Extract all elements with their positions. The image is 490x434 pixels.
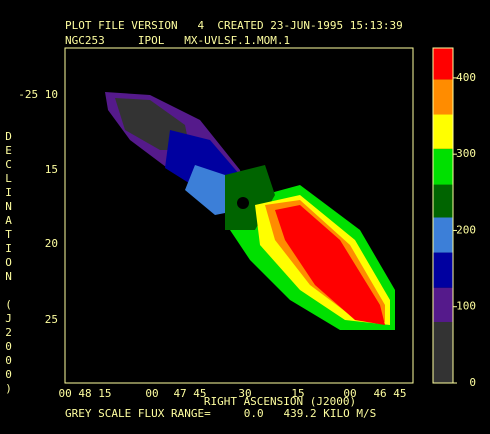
colorbar-segment xyxy=(433,79,453,115)
x-tick-label: 00 xyxy=(145,387,158,400)
nucleus xyxy=(237,197,249,209)
colorbar-frame xyxy=(432,47,454,384)
chart-subtitle: NGC253 IPOL MX-UVLSF.1.MOM.1 xyxy=(65,34,290,47)
x-tick-label: 47 45 xyxy=(173,387,206,400)
x-axis-label: RIGHT ASCENSION (J2000) xyxy=(204,395,356,408)
colorbar-segment xyxy=(433,252,453,288)
colorbar-tick-label: 300 xyxy=(456,147,476,160)
colorbar-segment xyxy=(433,217,453,253)
y-tick-label: 15 xyxy=(45,163,58,176)
colorbar-tick-label: 100 xyxy=(456,300,476,313)
x-tick-label: 30 xyxy=(238,387,251,400)
colorbar-tick-label: 200 xyxy=(456,223,476,236)
y-tick-label: -25 10 xyxy=(18,88,58,101)
x-tick-label: 00 48 15 xyxy=(59,387,112,400)
x-tick-label: 00 xyxy=(343,387,356,400)
chart-title: PLOT FILE VERSION 4 CREATED 23-JUN-1995 … xyxy=(65,19,403,32)
colorbar-segment xyxy=(433,148,453,185)
x-tick-label: 15 xyxy=(291,387,304,400)
y-tick-label: 25 xyxy=(45,313,58,326)
colorbar-segment xyxy=(433,287,453,322)
colorbar-segment xyxy=(433,48,453,80)
galaxy-image xyxy=(105,92,395,330)
y-axis-label: DECLINATION (J2000) xyxy=(2,130,15,396)
colorbar-tick-label: 400 xyxy=(456,71,476,84)
colorbar-segment xyxy=(433,114,453,149)
plot-frame xyxy=(64,47,414,384)
colorbar-segment xyxy=(433,184,453,218)
footer: GREY SCALE FLUX RANGE= 0.0 439.2 KILO M/… xyxy=(65,407,376,420)
region xyxy=(275,205,385,325)
colorbar-tick-label: 0 xyxy=(469,376,476,389)
colorbar-segment xyxy=(433,321,453,383)
y-tick-label: 20 xyxy=(45,237,58,250)
x-tick-label: 46 45 xyxy=(373,387,406,400)
